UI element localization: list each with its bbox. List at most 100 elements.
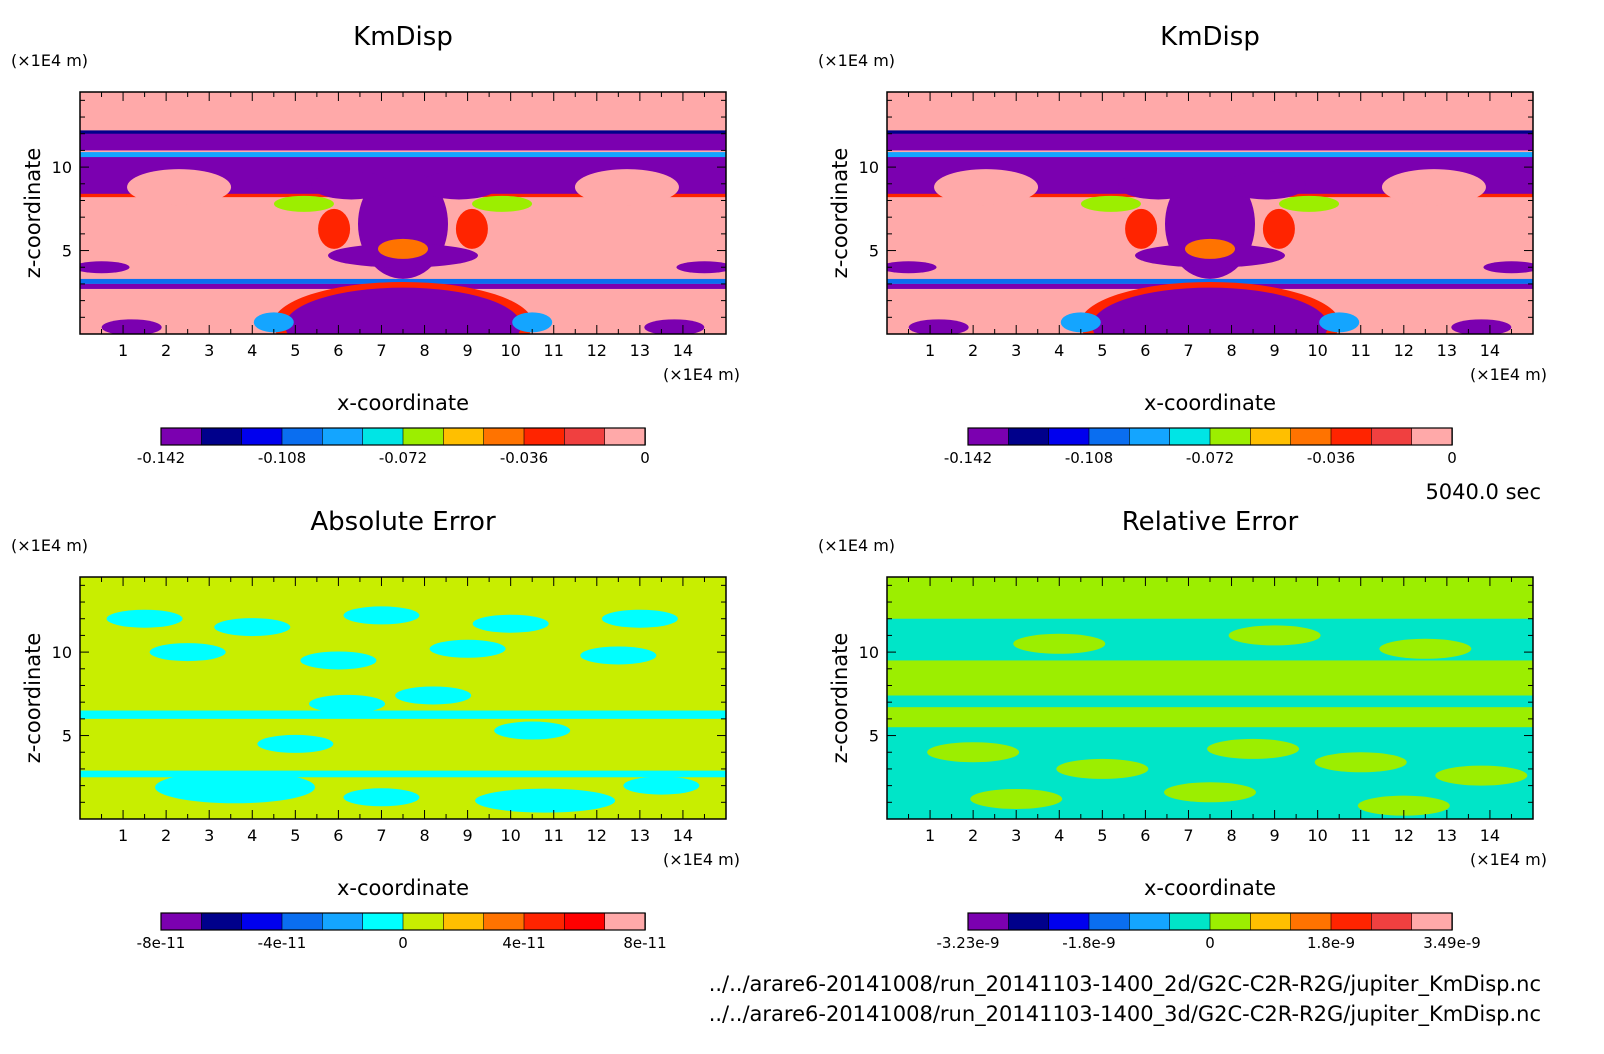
colorbar-tick-label: -0.108 bbox=[258, 449, 306, 467]
file-path-3d: ../../arare6-20141008/run_20141103-1400_… bbox=[708, 1002, 1541, 1026]
field-blob bbox=[580, 646, 657, 665]
field-blob bbox=[80, 261, 130, 274]
colorbar-swatch bbox=[1008, 912, 1050, 931]
x-tick-label: 2 bbox=[968, 826, 978, 845]
field-blob bbox=[574, 169, 679, 206]
x-tick-label: 2 bbox=[161, 341, 171, 360]
field-blob bbox=[318, 208, 351, 249]
field-band bbox=[80, 133, 726, 151]
field-blob bbox=[1080, 195, 1141, 212]
y-tick-label: 10 bbox=[859, 643, 879, 662]
field-blob bbox=[1092, 287, 1328, 334]
field-blob bbox=[273, 195, 334, 212]
y-tick-label: 10 bbox=[52, 643, 72, 662]
field-blob bbox=[970, 788, 1063, 809]
x-tick-label: 1 bbox=[118, 826, 128, 845]
field-blob bbox=[1118, 171, 1199, 200]
colorbar-swatch bbox=[281, 912, 324, 931]
field-band bbox=[887, 278, 1533, 284]
field-blob bbox=[1013, 633, 1106, 654]
colorbar-swatch bbox=[1048, 912, 1090, 931]
colorbar-tick-label: 0 bbox=[398, 934, 408, 952]
colorbar-tick-label: -0.036 bbox=[500, 449, 548, 467]
x-tick-label: 4 bbox=[1054, 341, 1064, 360]
colorbar-tick-label: -0.142 bbox=[944, 449, 992, 467]
field-blob bbox=[395, 686, 472, 705]
y-axis-label: z-coordinate bbox=[21, 148, 45, 279]
field-blob bbox=[343, 788, 420, 807]
field-blob bbox=[253, 312, 294, 333]
x-tick-label: 9 bbox=[1270, 341, 1280, 360]
colorbar-swatch bbox=[402, 912, 445, 931]
field-blob bbox=[455, 208, 488, 249]
x-tick-label: 8 bbox=[419, 341, 429, 360]
colorbar-swatch bbox=[564, 427, 606, 446]
colorbar-swatch bbox=[443, 427, 485, 446]
colorbar-swatch bbox=[443, 912, 485, 931]
contour-field bbox=[80, 577, 726, 819]
x-axis-unit: (×1E4 m) bbox=[1470, 365, 1547, 384]
x-tick-label: 8 bbox=[419, 826, 429, 845]
contour-field bbox=[887, 92, 1533, 334]
colorbar-swatch bbox=[1209, 427, 1252, 446]
colorbar-tick-label: 4e-11 bbox=[502, 934, 545, 952]
colorbar-swatch bbox=[322, 427, 364, 446]
file-path-2d: ../../arare6-20141008/run_20141103-1400_… bbox=[708, 972, 1541, 996]
field-band bbox=[887, 695, 1533, 708]
field-blob bbox=[676, 261, 726, 274]
field-blob bbox=[1451, 319, 1512, 334]
x-tick-label: 1 bbox=[925, 341, 935, 360]
y-axis-unit: (×1E4 m) bbox=[11, 536, 88, 555]
x-tick-label: 13 bbox=[1437, 826, 1457, 845]
x-tick-label: 7 bbox=[1183, 826, 1193, 845]
field-blob bbox=[155, 771, 316, 804]
x-tick-label: 2 bbox=[968, 341, 978, 360]
field-band bbox=[80, 770, 726, 778]
field-blob bbox=[149, 643, 226, 662]
colorbar-swatch bbox=[160, 427, 203, 446]
field-band bbox=[80, 278, 726, 284]
x-axis-label: x-coordinate bbox=[1144, 876, 1276, 900]
field-blob bbox=[472, 614, 549, 633]
x-tick-label: 4 bbox=[1054, 826, 1064, 845]
colorbar-tick-label: 0 bbox=[1205, 934, 1215, 952]
field-blob bbox=[311, 171, 392, 200]
field-blob bbox=[887, 261, 937, 274]
x-tick-label: 7 bbox=[376, 826, 386, 845]
chart-title: Absolute Error bbox=[310, 507, 496, 537]
x-axis-label: x-coordinate bbox=[1144, 391, 1276, 415]
colorbar-swatch bbox=[1250, 912, 1292, 931]
colorbar-swatch bbox=[1169, 427, 1211, 446]
x-tick-label: 6 bbox=[1140, 341, 1150, 360]
x-tick-label: 14 bbox=[1480, 826, 1500, 845]
x-tick-label: 1 bbox=[118, 341, 128, 360]
colorbar-frame bbox=[967, 912, 1453, 931]
x-tick-label: 10 bbox=[500, 826, 520, 845]
colorbar-swatch bbox=[967, 912, 1010, 931]
field-blob bbox=[1164, 670, 1256, 691]
y-tick-label: 5 bbox=[869, 242, 879, 261]
colorbar-swatch bbox=[362, 427, 404, 446]
x-tick-label: 14 bbox=[673, 341, 693, 360]
chart-title: KmDisp bbox=[1160, 22, 1260, 52]
x-tick-label: 4 bbox=[247, 826, 257, 845]
x-tick-label: 1 bbox=[925, 826, 935, 845]
field-blob bbox=[1185, 238, 1235, 259]
colorbar-tick-label: -0.072 bbox=[1186, 449, 1234, 467]
x-tick-label: 13 bbox=[1437, 341, 1457, 360]
field-blob bbox=[472, 195, 533, 212]
colorbar-tick-label: -4e-11 bbox=[258, 934, 307, 952]
field-blob bbox=[1225, 171, 1306, 200]
field-blob bbox=[623, 776, 700, 795]
colorbar-tick-label: 8e-11 bbox=[623, 934, 666, 952]
x-tick-label: 13 bbox=[630, 826, 650, 845]
x-tick-label: 6 bbox=[1140, 826, 1150, 845]
x-tick-label: 14 bbox=[673, 826, 693, 845]
chart-title: KmDisp bbox=[353, 22, 453, 52]
x-tick-label: 3 bbox=[1011, 826, 1021, 845]
field-blob bbox=[343, 606, 420, 625]
colorbar-swatch bbox=[362, 912, 404, 931]
field-blob bbox=[1357, 795, 1450, 816]
field-blob bbox=[1379, 638, 1472, 659]
colorbar-swatch bbox=[604, 427, 646, 446]
